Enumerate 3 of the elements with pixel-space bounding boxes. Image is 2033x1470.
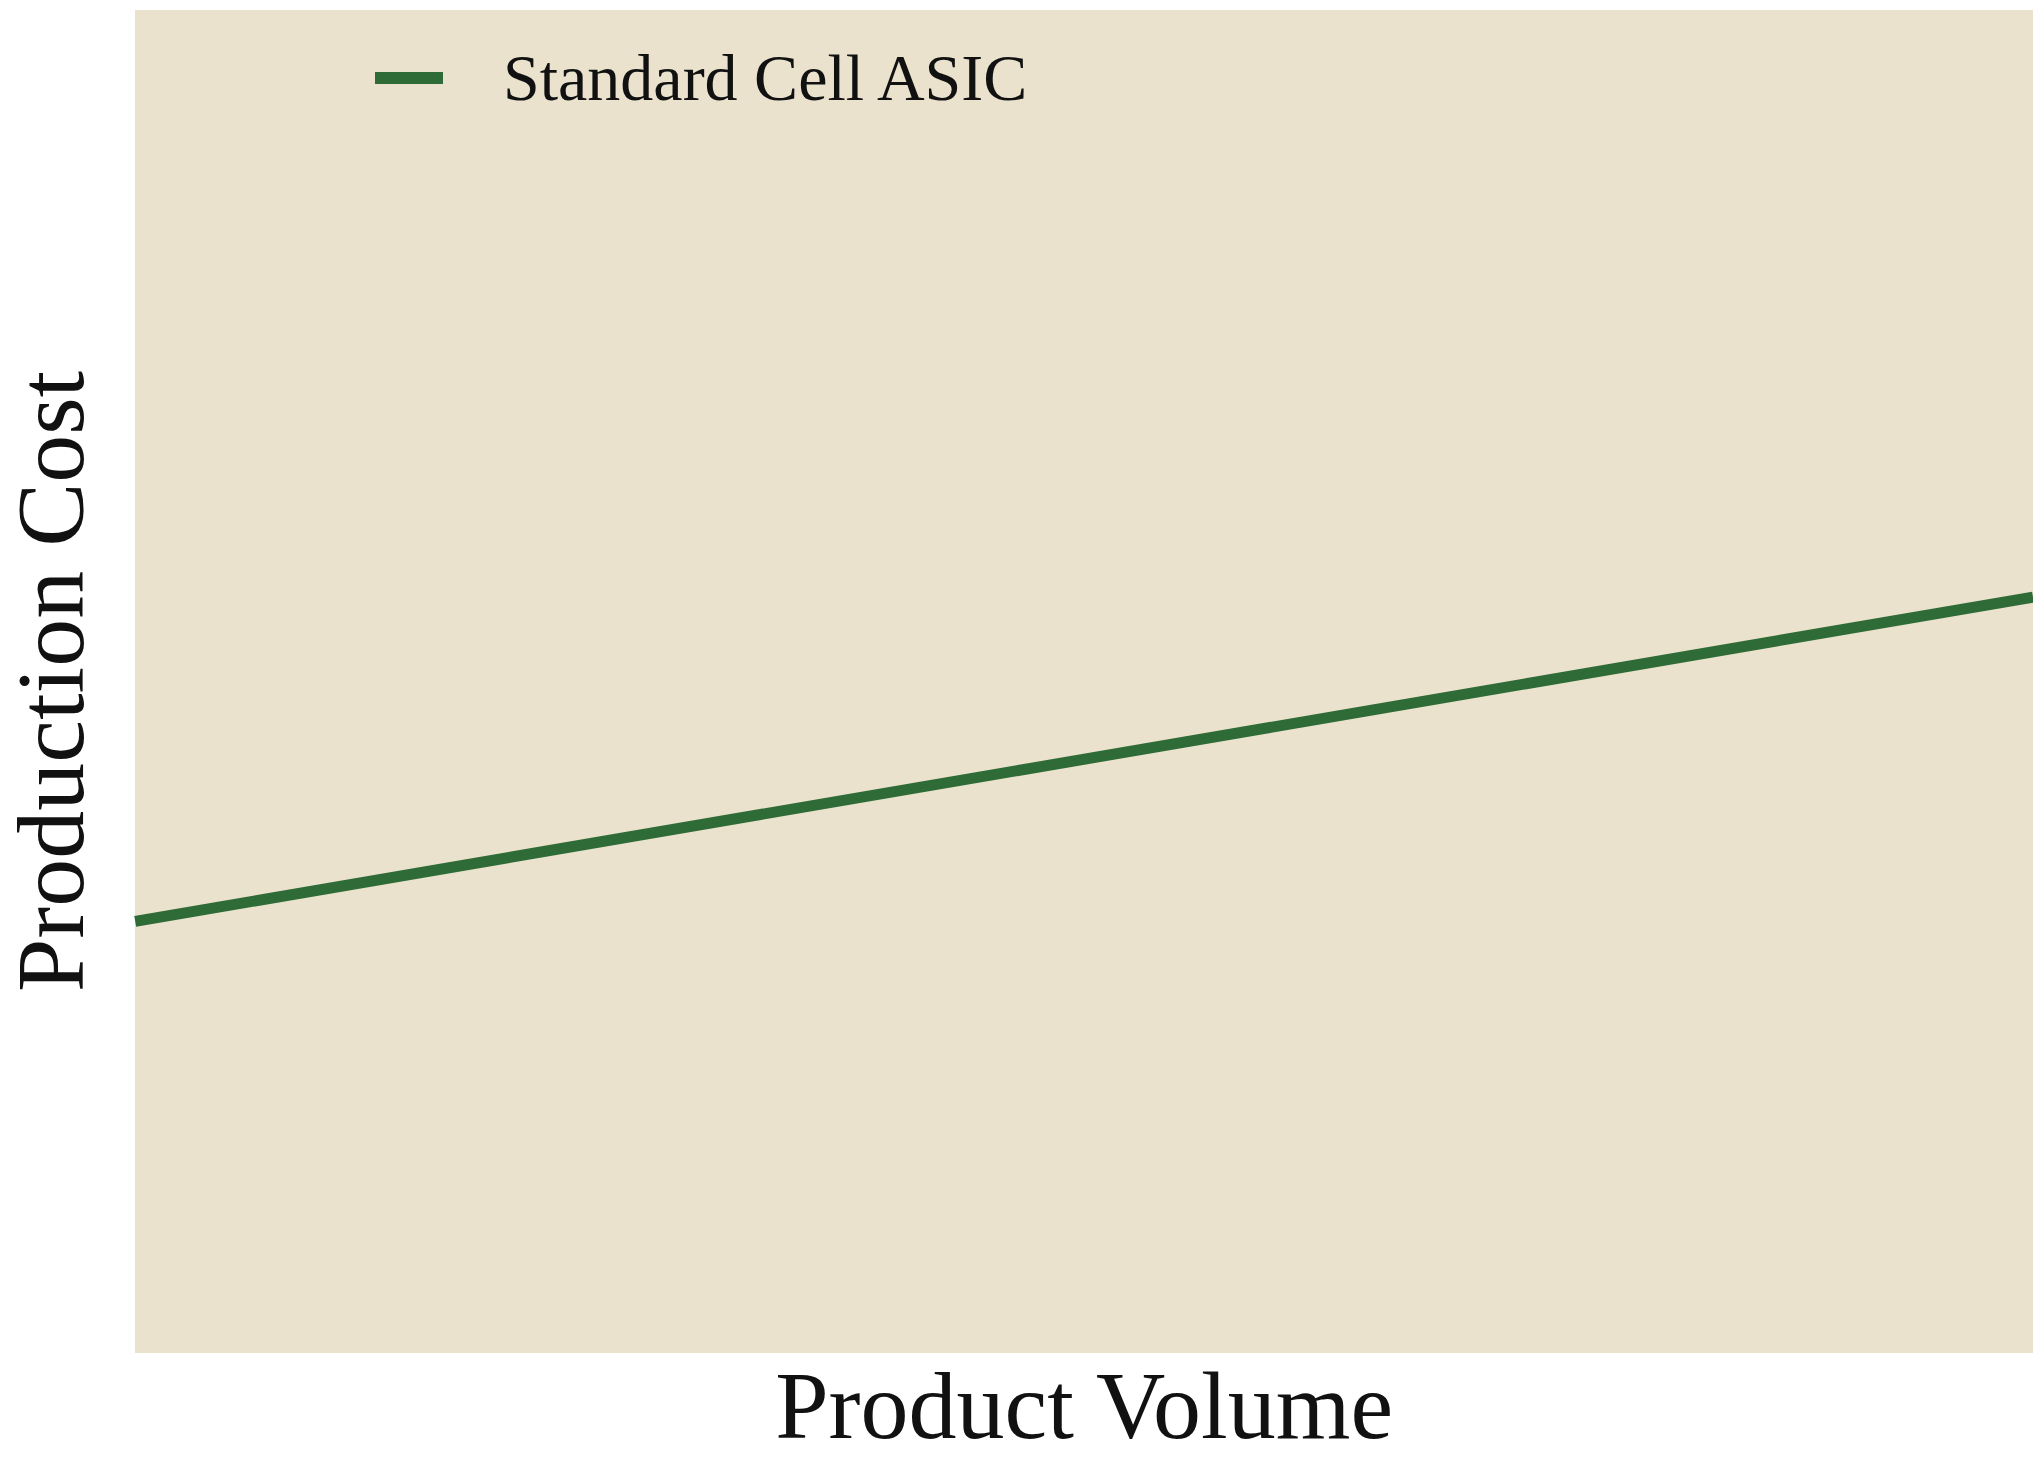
- x-axis-title: Product Volume: [775, 1351, 1394, 1459]
- legend-label: Standard Cell ASIC: [503, 40, 1028, 116]
- y-axis-title: Production Cost: [0, 370, 104, 993]
